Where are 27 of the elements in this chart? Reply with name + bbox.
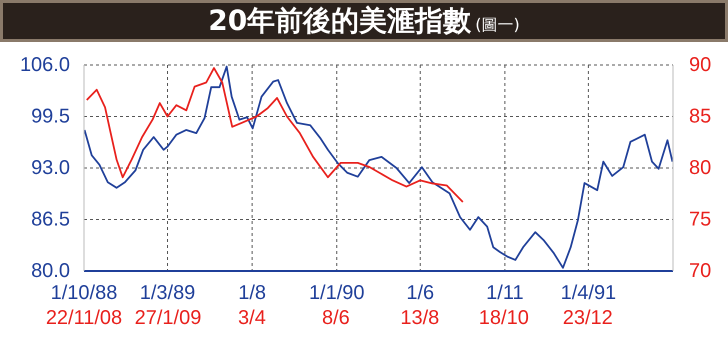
x-tick-label: 1/8 bbox=[238, 282, 266, 304]
line-series bbox=[86, 67, 464, 203]
y-tick-label: 106.0 bbox=[20, 54, 70, 76]
x2-tick-label: 13/8 bbox=[400, 307, 440, 329]
y2-tick-label: 75 bbox=[689, 208, 712, 230]
y-tick-label: 80.0 bbox=[31, 260, 70, 282]
y-tick-label: 99.5 bbox=[31, 106, 70, 128]
y-tick-label: 86.5 bbox=[31, 208, 70, 230]
y-tick-label: 93.0 bbox=[31, 157, 70, 179]
x-tick-label: 1/11 bbox=[486, 282, 524, 304]
x2-tick-label: 22/11/08 bbox=[46, 307, 122, 329]
x2-tick-label: 23/12 bbox=[562, 307, 613, 329]
y2-tick-label: 85 bbox=[689, 106, 712, 128]
y2-tick-label: 90 bbox=[689, 54, 712, 76]
x2-tick-label: 8/6 bbox=[322, 307, 350, 329]
chart-title: 20年前後的美滙指數 bbox=[208, 3, 472, 39]
y2-tick-label: 80 bbox=[689, 157, 712, 179]
x2-tick-label: 18/10 bbox=[478, 307, 529, 329]
x2-tick-label: 27/1/09 bbox=[134, 307, 202, 329]
x-tick-label: 1/3/89 bbox=[140, 282, 196, 304]
y2-tick-label: 70 bbox=[689, 260, 712, 282]
chart-subtitle: (圖一) bbox=[475, 14, 520, 36]
x-tick-label: 1/6 bbox=[406, 282, 434, 304]
x2-tick-label: 3/4 bbox=[238, 307, 266, 329]
x-tick-label: 1/10/88 bbox=[50, 282, 118, 304]
x-tick-label: 1/4/91 bbox=[560, 282, 616, 304]
x-tick-label: 1/1/90 bbox=[308, 282, 365, 304]
